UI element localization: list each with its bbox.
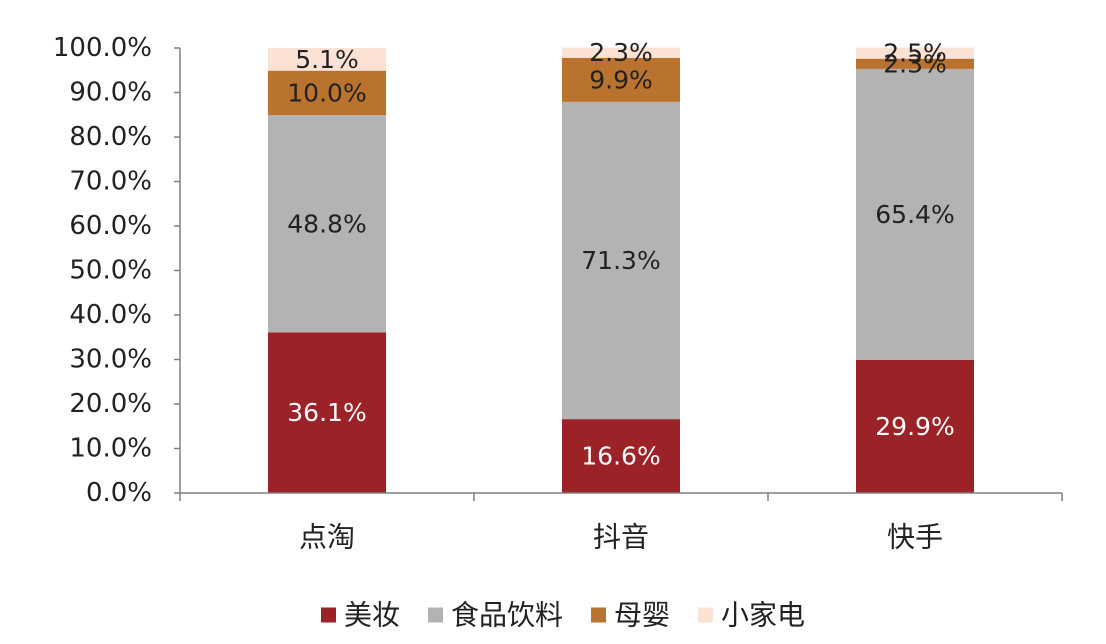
legend-label: 母婴 xyxy=(614,599,670,632)
data-label: 2.5% xyxy=(883,39,947,68)
data-label: 2.3% xyxy=(883,49,947,78)
data-label: 48.8% xyxy=(287,209,366,238)
data-label: 65.4% xyxy=(875,200,954,229)
bar-segment xyxy=(268,70,386,116)
y-tick-label: 10.0% xyxy=(69,434,152,464)
data-label: 9.9% xyxy=(589,65,653,94)
bar-segment xyxy=(856,68,974,360)
data-label: 5.1% xyxy=(295,45,359,74)
y-tick-label: 0.0% xyxy=(86,478,152,508)
data-label: 71.3% xyxy=(581,246,660,275)
bar-segment xyxy=(562,57,680,102)
x-category-label: 点淘 xyxy=(299,521,355,554)
legend-label: 美妆 xyxy=(344,599,400,632)
y-tick-label: 40.0% xyxy=(69,300,152,330)
y-tick-label: 20.0% xyxy=(69,389,152,419)
data-label: 10.0% xyxy=(287,78,366,107)
bar-segment xyxy=(268,115,386,333)
bar-segment xyxy=(268,332,386,493)
y-tick-label: 30.0% xyxy=(69,345,152,375)
legend-swatch xyxy=(698,607,713,623)
y-tick-label: 50.0% xyxy=(69,256,152,286)
data-label: 36.1% xyxy=(287,398,366,427)
y-tick-label: 70.0% xyxy=(69,167,152,197)
data-label: 29.9% xyxy=(875,412,954,441)
x-category-label: 抖音 xyxy=(593,521,649,554)
legend-label: 食品饮料 xyxy=(451,599,563,632)
legend-swatch xyxy=(321,607,336,623)
legend-label: 小家电 xyxy=(721,599,805,632)
x-category-label: 快手 xyxy=(887,521,943,554)
legend-swatch xyxy=(591,607,606,623)
bar-segment xyxy=(856,47,974,59)
bar-segment xyxy=(856,58,974,69)
y-tick-label: 90.0% xyxy=(69,78,152,108)
y-tick-label: 60.0% xyxy=(69,211,152,241)
bar-segment xyxy=(856,359,974,493)
bar-segment xyxy=(562,47,680,58)
data-label: 2.3% xyxy=(589,38,653,67)
bar-segment xyxy=(562,101,680,420)
bar-segment xyxy=(268,48,386,71)
y-tick-label: 100.0% xyxy=(53,33,152,63)
data-label: 16.6% xyxy=(581,442,660,471)
bar-segment xyxy=(562,419,680,493)
y-tick-label: 80.0% xyxy=(69,122,152,152)
legend-swatch xyxy=(428,607,443,623)
